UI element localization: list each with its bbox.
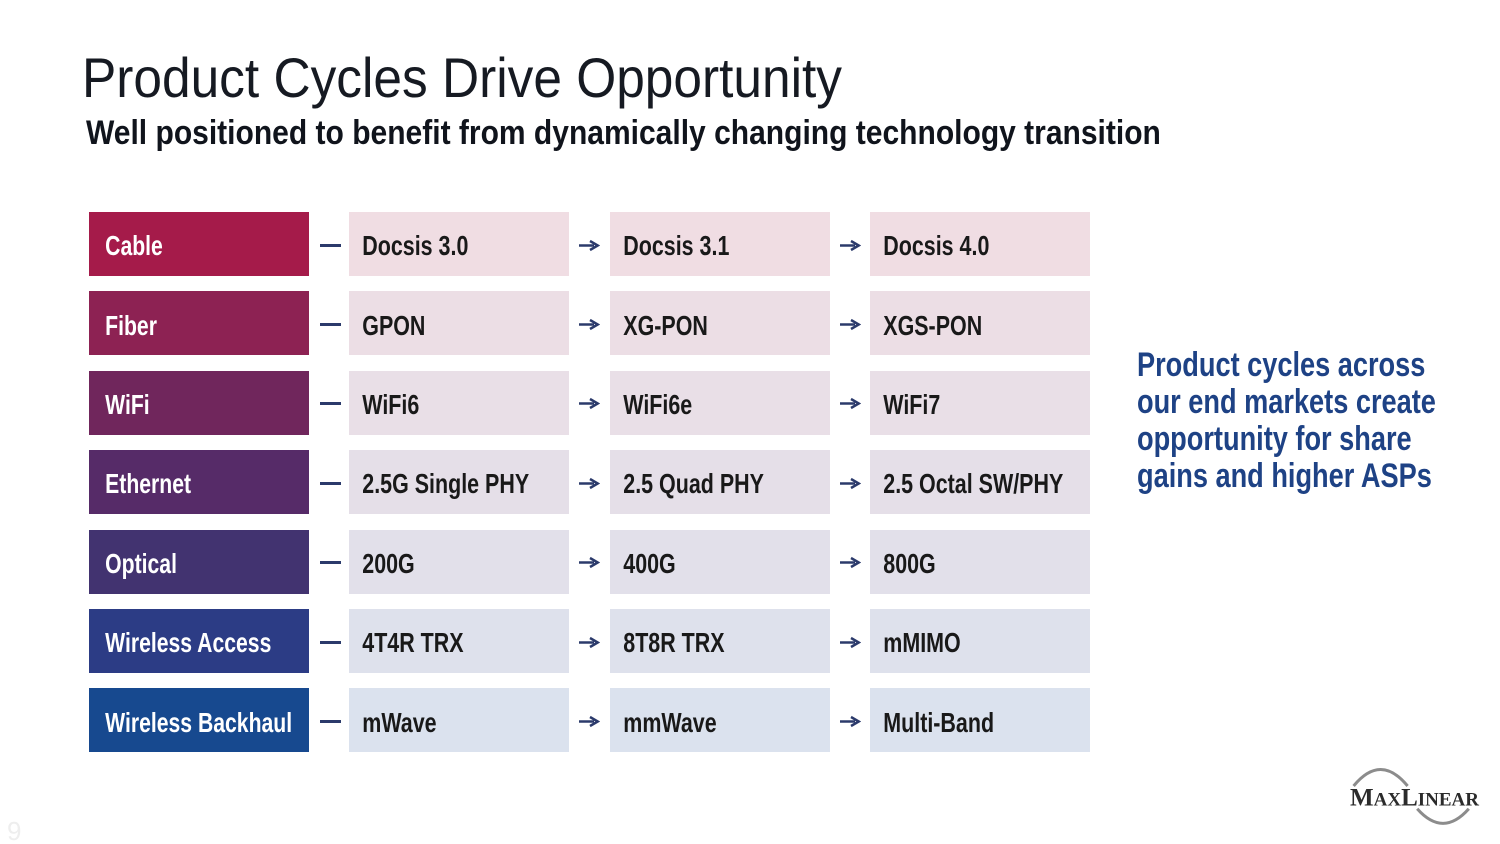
svg-text:MAXLINEAR: MAXLINEAR [1350, 785, 1479, 812]
